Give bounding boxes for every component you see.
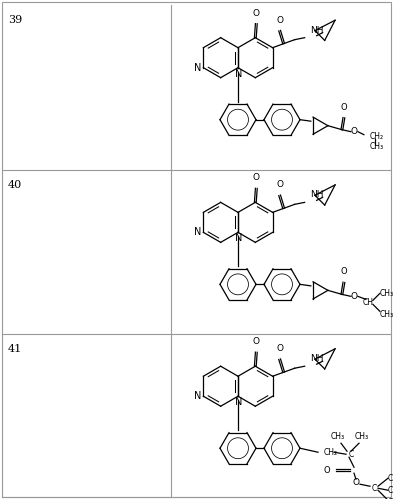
- Text: N: N: [235, 69, 243, 79]
- Text: NH: NH: [310, 190, 323, 200]
- Text: N: N: [194, 228, 201, 238]
- Text: CH₂: CH₂: [370, 132, 384, 141]
- Text: N: N: [194, 63, 201, 73]
- Text: CH: CH: [362, 298, 373, 307]
- Text: C: C: [371, 484, 376, 493]
- Text: CH₃: CH₃: [380, 289, 393, 298]
- Text: O: O: [276, 15, 283, 24]
- Text: O: O: [253, 337, 260, 346]
- Text: 39: 39: [8, 15, 22, 25]
- Text: CH₂: CH₂: [324, 448, 338, 457]
- Text: N: N: [235, 397, 243, 407]
- Text: CH₃: CH₃: [370, 142, 384, 151]
- Text: CH₃: CH₃: [355, 432, 369, 441]
- Text: O: O: [341, 103, 347, 112]
- Text: CH₃: CH₃: [388, 498, 393, 499]
- Text: NH: NH: [310, 354, 323, 363]
- Text: 40: 40: [8, 180, 22, 190]
- Text: O: O: [276, 180, 283, 189]
- Text: N: N: [194, 391, 201, 401]
- Text: CH₃: CH₃: [388, 486, 393, 495]
- Text: O: O: [351, 127, 357, 136]
- Text: CH₃: CH₃: [331, 432, 345, 441]
- Text: N: N: [235, 234, 243, 244]
- Text: O: O: [323, 466, 330, 475]
- Text: O: O: [253, 8, 260, 17]
- Text: 41: 41: [8, 344, 22, 354]
- Text: O: O: [341, 267, 347, 276]
- Text: CH₃: CH₃: [388, 474, 393, 483]
- Text: NH: NH: [310, 25, 323, 35]
- Text: C: C: [349, 450, 354, 459]
- Text: O: O: [253, 173, 260, 182]
- Text: O: O: [351, 292, 357, 301]
- Text: O: O: [353, 478, 360, 487]
- Text: CH₃: CH₃: [380, 310, 393, 319]
- Text: O: O: [276, 344, 283, 353]
